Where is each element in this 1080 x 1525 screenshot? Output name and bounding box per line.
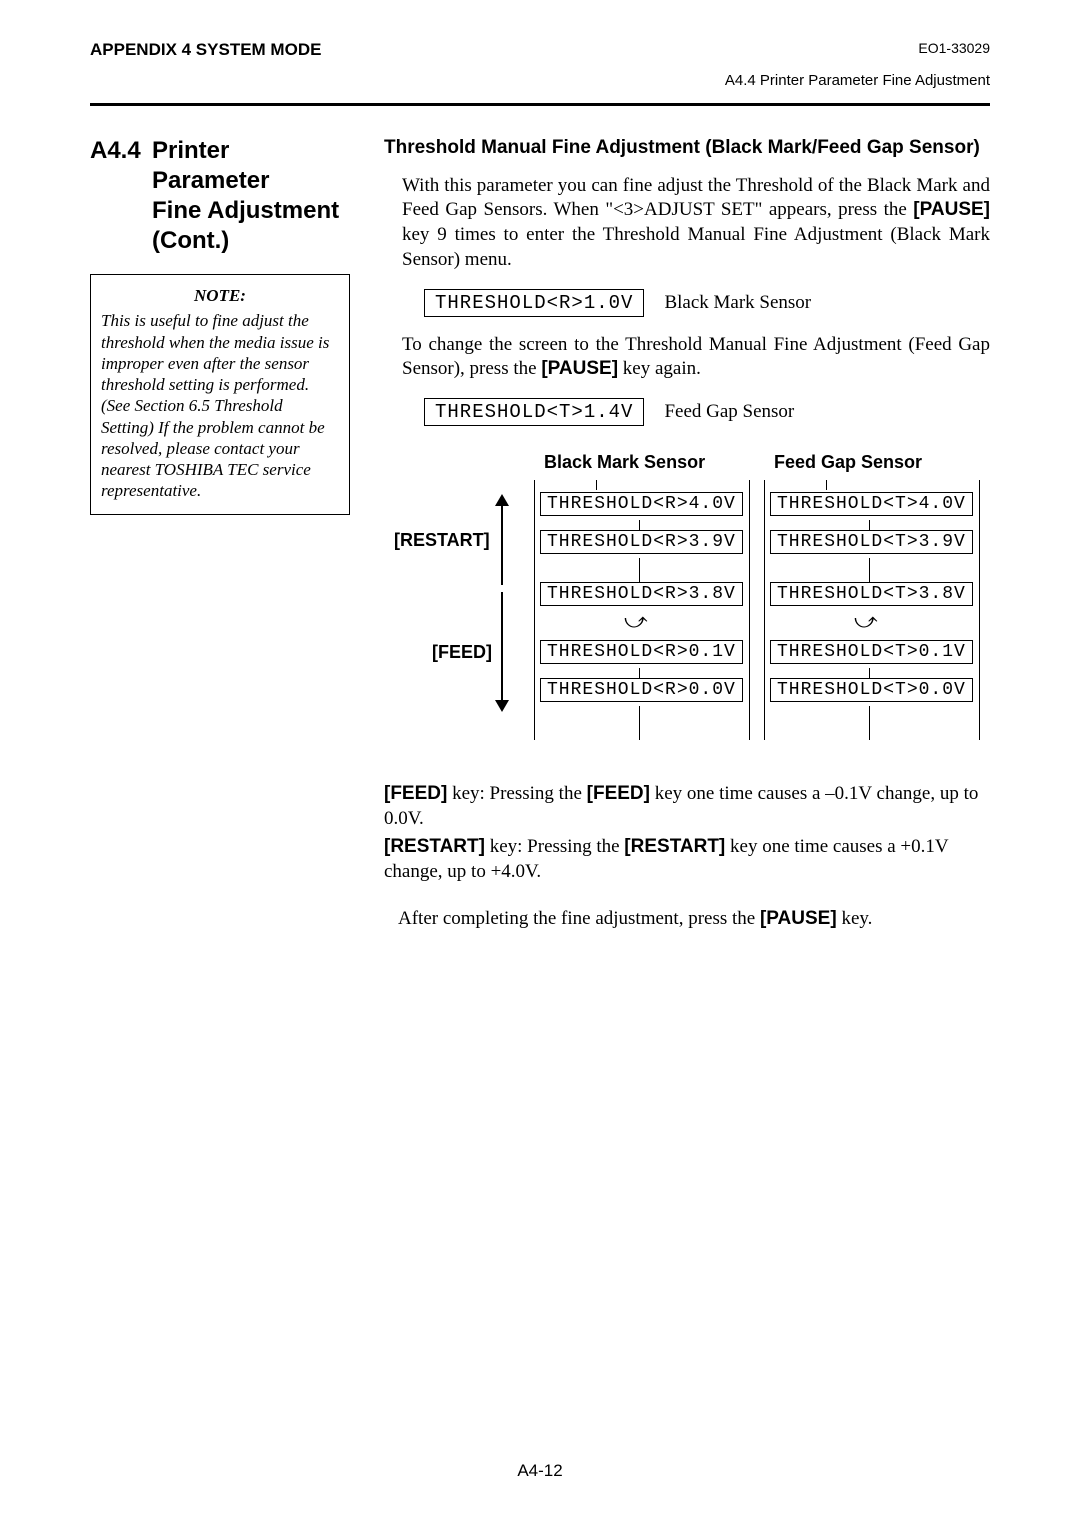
header-right: EO1-33029 A4.4 Printer Parameter Fine Ad… [725, 40, 990, 89]
feed-key-label: [FEED] [384, 783, 447, 804]
threshold-box: THRESHOLD<T>3.9V [770, 530, 973, 554]
lcd-caption: Feed Gap Sensor [664, 401, 794, 423]
text: After completing the fine adjustment, pr… [398, 908, 760, 929]
subsection-title: Threshold Manual Fine Adjustment (Black … [384, 136, 990, 160]
lcd-example-1: THRESHOLD<R>1.0V Black Mark Sensor [424, 289, 990, 317]
feed-label: [FEED] [432, 642, 492, 663]
tick [639, 520, 640, 530]
para1-b: key 9 times to enter the Threshold Manua… [402, 224, 990, 270]
paragraph-2: To change the screen to the Threshold Ma… [402, 333, 990, 382]
note-body: This is useful to fine adjust the thresh… [101, 310, 339, 501]
header-rule [90, 103, 990, 106]
skip-icon: ⤻ [854, 608, 878, 634]
threshold-box: THRESHOLD<T>0.1V [770, 640, 973, 664]
tick [639, 558, 640, 582]
feed-key-line: [FEED] key: Pressing the [FEED] key one … [384, 782, 990, 831]
threshold-box: THRESHOLD<T>3.8V [770, 582, 973, 606]
lcd-caption: Black Mark Sensor [664, 292, 811, 314]
body-columns: A4.4Printer Parameter Fine Adjustment (Con… [90, 136, 990, 935]
para1-a: With this parameter you can fine adjust … [402, 175, 990, 221]
after-line: After completing the fine adjustment, pr… [398, 907, 990, 932]
pause-key-label: [PAUSE] [760, 908, 837, 929]
threshold-box: THRESHOLD<T>4.0V [770, 492, 973, 516]
restart-key-line: [RESTART] key: Pressing the [RESTART] ke… [384, 835, 990, 884]
tick [869, 558, 870, 582]
tick [826, 480, 827, 490]
restart-label: [RESTART] [394, 530, 490, 551]
page-footer: A4-12 [0, 1461, 1080, 1481]
page: APPENDIX 4 SYSTEM MODE EO1-33029 A4.4 Pr… [0, 0, 1080, 1525]
skip-icon: ⤻ [624, 608, 648, 634]
pause-key-label: [PAUSE] [541, 358, 618, 379]
lower-body-text: [FEED] key: Pressing the [FEED] key one … [384, 782, 990, 931]
section-number: A4.4 [90, 136, 152, 166]
threshold-box: THRESHOLD<R>0.0V [540, 678, 743, 702]
column-header-black-mark: Black Mark Sensor [544, 452, 705, 473]
section-title-line3: (Cont.) [152, 227, 229, 254]
tick [639, 668, 640, 678]
arrow-line-down [501, 592, 503, 702]
tick [639, 706, 640, 740]
threshold-box: THRESHOLD<R>3.8V [540, 582, 743, 606]
header-left: APPENDIX 4 SYSTEM MODE [90, 40, 321, 60]
restart-key-label: [RESTART] [624, 836, 725, 857]
threshold-box: THRESHOLD<R>4.0V [540, 492, 743, 516]
tick [869, 668, 870, 678]
lcd-display: THRESHOLD<T>1.4V [424, 398, 644, 426]
text: key. [837, 908, 873, 929]
threshold-box: THRESHOLD<R>3.9V [540, 530, 743, 554]
arrow-down-icon [495, 700, 509, 712]
arrow-line-up [501, 505, 503, 585]
restart-key-label: [RESTART] [384, 836, 485, 857]
tick [869, 520, 870, 530]
text: key: Pressing the [485, 836, 624, 857]
pause-key-label: [PAUSE] [913, 199, 990, 220]
tick [869, 706, 870, 740]
threshold-diagram: Black Mark Sensor Feed Gap Sensor [RESTA… [384, 452, 990, 742]
right-column: Threshold Manual Fine Adjustment (Black … [384, 136, 990, 935]
lcd-example-2: THRESHOLD<T>1.4V Feed Gap Sensor [424, 398, 990, 426]
doc-id: EO1-33029 [725, 40, 990, 56]
header-sub: A4.4 Printer Parameter Fine Adjustment [725, 72, 990, 89]
note-title: NOTE: [101, 285, 339, 306]
section-title-line1: Printer Parameter [152, 137, 269, 194]
feed-key-label: [FEED] [587, 783, 650, 804]
left-column: A4.4Printer Parameter Fine Adjustment (Con… [90, 136, 350, 515]
tick [596, 480, 597, 490]
threshold-box: THRESHOLD<R>0.1V [540, 640, 743, 664]
note-box: NOTE: This is useful to fine adjust the … [90, 274, 350, 515]
threshold-box: THRESHOLD<T>0.0V [770, 678, 973, 702]
page-header: APPENDIX 4 SYSTEM MODE EO1-33029 A4.4 Pr… [90, 40, 990, 89]
column-header-feed-gap: Feed Gap Sensor [774, 452, 922, 473]
lcd-display: THRESHOLD<R>1.0V [424, 289, 644, 317]
paragraph-1: With this parameter you can fine adjust … [402, 174, 990, 273]
section-heading: A4.4Printer Parameter Fine Adjustment (Con… [90, 136, 350, 256]
arrow-up-icon [495, 494, 509, 506]
section-title-lines: Printer Parameter Fine Adjustment (Cont.) [152, 136, 342, 256]
section-title-line2: Fine Adjustment [152, 197, 339, 224]
text: key: Pressing the [447, 783, 586, 804]
para2-b: key again. [618, 358, 701, 379]
